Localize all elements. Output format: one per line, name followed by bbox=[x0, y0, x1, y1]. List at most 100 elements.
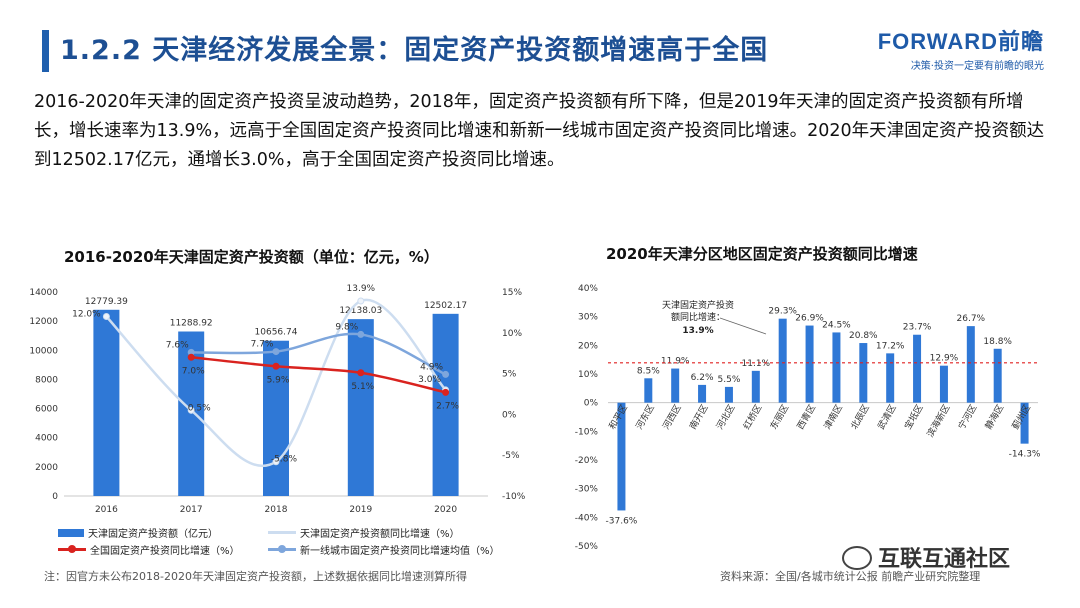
wechat-watermark: 互联互通社区 bbox=[842, 541, 1010, 573]
y-tick: 30% bbox=[578, 313, 598, 323]
left-chart-title: 2016-2020年天津固定资产投资额（单位：亿元，%） bbox=[64, 248, 439, 266]
x-tick-label: 河东区 bbox=[633, 402, 657, 431]
label-new-first-tier: 9.8% bbox=[335, 322, 358, 332]
footnote: 注：因官方未公布2018-2020年天津固定资产投资额，上述数据依据同比增速测算… bbox=[44, 570, 467, 583]
y-tick: -20% bbox=[575, 456, 599, 466]
bar-district-growth bbox=[778, 318, 787, 403]
label-tianjin-growth: -5.8% bbox=[271, 455, 298, 465]
wechat-name: 互联互通社区 bbox=[878, 547, 1011, 572]
bar-value-label: 26.9% bbox=[795, 314, 824, 324]
bar-value-label: 12138.03 bbox=[339, 306, 382, 316]
y-tick-left: 8000 bbox=[35, 375, 58, 385]
reference-leader-line bbox=[719, 317, 767, 335]
y-tick: 0% bbox=[584, 399, 599, 409]
label-new-first-tier: 4.9% bbox=[420, 362, 443, 372]
bar-value-label: 5.5% bbox=[718, 375, 741, 385]
bar-value-label: 6.2% bbox=[691, 373, 714, 383]
intro-paragraph: 2016-2020年天津的固定资产投资呈波动趋势，2018年，固定资产投资额有所… bbox=[34, 92, 1045, 170]
bar-value-label: 11.9% bbox=[661, 357, 690, 367]
bar-district-growth bbox=[805, 325, 814, 403]
legend-label-tianjin-growth: 天津固定资产投资额同比增速（%） bbox=[300, 529, 460, 540]
x-tick-label: 和平区 bbox=[607, 403, 630, 432]
label-new-first-tier: 7.7% bbox=[251, 340, 274, 350]
x-tick-label: 河西区 bbox=[660, 402, 684, 431]
bar-value-label: 29.3% bbox=[768, 307, 797, 317]
bar-value-label: 20.8% bbox=[849, 331, 878, 341]
point-new-first-tier bbox=[187, 348, 195, 356]
right-chart-title: 2020年天津分区地区固定资产投资额同比增速 bbox=[606, 245, 918, 263]
bar-value-label: 8.5% bbox=[637, 366, 660, 376]
y-tick-right: -10% bbox=[502, 492, 526, 502]
y-tick: 20% bbox=[578, 341, 598, 351]
legend-label-new-first-tier: 新一线城市固定资产投资同比增速均值（%） bbox=[300, 546, 500, 557]
y-tick-right: 5% bbox=[502, 370, 517, 380]
x-tick-label: 北辰区 bbox=[849, 403, 872, 432]
label-national: 2.7% bbox=[436, 401, 459, 411]
logo-text: FORWARD前瞻 bbox=[877, 29, 1044, 54]
slide-title: 1.2.2 天津经济发展全景：固定资产投资额增速高于全国 bbox=[60, 35, 769, 66]
x-tick-label: 2019 bbox=[349, 505, 372, 515]
bar-district-growth bbox=[993, 348, 1002, 403]
bar-district-growth bbox=[751, 370, 760, 403]
line-national bbox=[191, 356, 446, 394]
bar-district-growth bbox=[671, 368, 680, 403]
reference-label: 天津固定资产投资 bbox=[662, 299, 734, 311]
x-tick-label: 南开区 bbox=[687, 402, 711, 431]
x-tick-label: 河北区 bbox=[714, 402, 738, 431]
bar-value-label: 11288.92 bbox=[170, 319, 213, 329]
y-tick-right: 0% bbox=[502, 410, 517, 420]
bar-value-label: 12.9% bbox=[930, 354, 959, 364]
bar-value-label: 12779.39 bbox=[85, 297, 128, 307]
label-tianjin-growth: 12.0% bbox=[72, 309, 101, 319]
bar-value-label: 26.7% bbox=[957, 314, 986, 324]
y-tick-left: 14000 bbox=[29, 288, 58, 298]
point-new-first-tier bbox=[272, 348, 280, 356]
point-new-first-tier bbox=[442, 370, 450, 378]
x-tick-label: 红桥区 bbox=[741, 402, 765, 431]
reference-label: 额同比增速： bbox=[671, 311, 725, 323]
point-new-first-tier bbox=[357, 330, 365, 338]
reference-value: 13.9% bbox=[682, 326, 713, 336]
y-tick-left: 10000 bbox=[29, 346, 58, 356]
x-tick-label: 东丽区 bbox=[767, 402, 791, 431]
bar-investment bbox=[93, 309, 120, 496]
legend-swatch-new-first-tier bbox=[268, 545, 296, 553]
legend-item-new-first-tier: 新一线城市固定资产投资同比增速均值（%） bbox=[268, 542, 500, 557]
point-tianjin-growth bbox=[357, 297, 365, 305]
y-tick-left: 4000 bbox=[35, 434, 58, 444]
point-national bbox=[187, 353, 195, 361]
point-tianjin-growth bbox=[102, 312, 110, 320]
bar-value-label: 12502.17 bbox=[424, 301, 467, 311]
bar-district-growth bbox=[966, 326, 975, 403]
district-growth-chart: -50% -40% -30% -20% -10% 0% 10% 20% 30% 40% -37.6%… bbox=[575, 284, 1041, 552]
bar-district-growth bbox=[832, 332, 841, 403]
bar-district-growth bbox=[617, 402, 626, 511]
bar-district-growth bbox=[859, 343, 868, 403]
point-tianjin-growth bbox=[272, 458, 280, 466]
y-tick-left: 2000 bbox=[35, 463, 58, 473]
wechat-icon bbox=[842, 546, 872, 570]
point-tianjin-growth bbox=[187, 406, 195, 414]
label-new-first-tier: 7.6% bbox=[166, 340, 189, 350]
x-tick-label: 2018 bbox=[265, 505, 288, 515]
legend-swatch-investment bbox=[58, 528, 84, 537]
y-tick-right: 15% bbox=[502, 288, 522, 298]
y-tick: -40% bbox=[575, 513, 599, 523]
investment-chart: 0 2000 4000 6000 8000 10000 12000 14000 -10% -5% 0… bbox=[29, 284, 526, 515]
x-tick-label: 2017 bbox=[180, 505, 203, 515]
point-national bbox=[272, 362, 280, 370]
x-tick-label: 津南区 bbox=[821, 402, 845, 431]
x-tick-label: 武清区 bbox=[875, 402, 899, 431]
x-tick-label: 2016 bbox=[95, 505, 118, 515]
y-tick: -50% bbox=[575, 542, 599, 552]
bar-value-label: 11.1% bbox=[742, 359, 771, 369]
title-accent-bar bbox=[42, 30, 49, 72]
bar-district-growth bbox=[913, 334, 922, 403]
y-tick-left: 0 bbox=[52, 492, 58, 502]
bar-investment bbox=[432, 313, 459, 496]
bar-value-label: 17.2% bbox=[876, 341, 905, 351]
legend-item-investment: 天津固定资产投资额（亿元） bbox=[58, 525, 218, 540]
bar-district-growth bbox=[644, 378, 653, 403]
y-tick-left: 12000 bbox=[29, 317, 58, 327]
y-tick: 40% bbox=[578, 284, 598, 294]
